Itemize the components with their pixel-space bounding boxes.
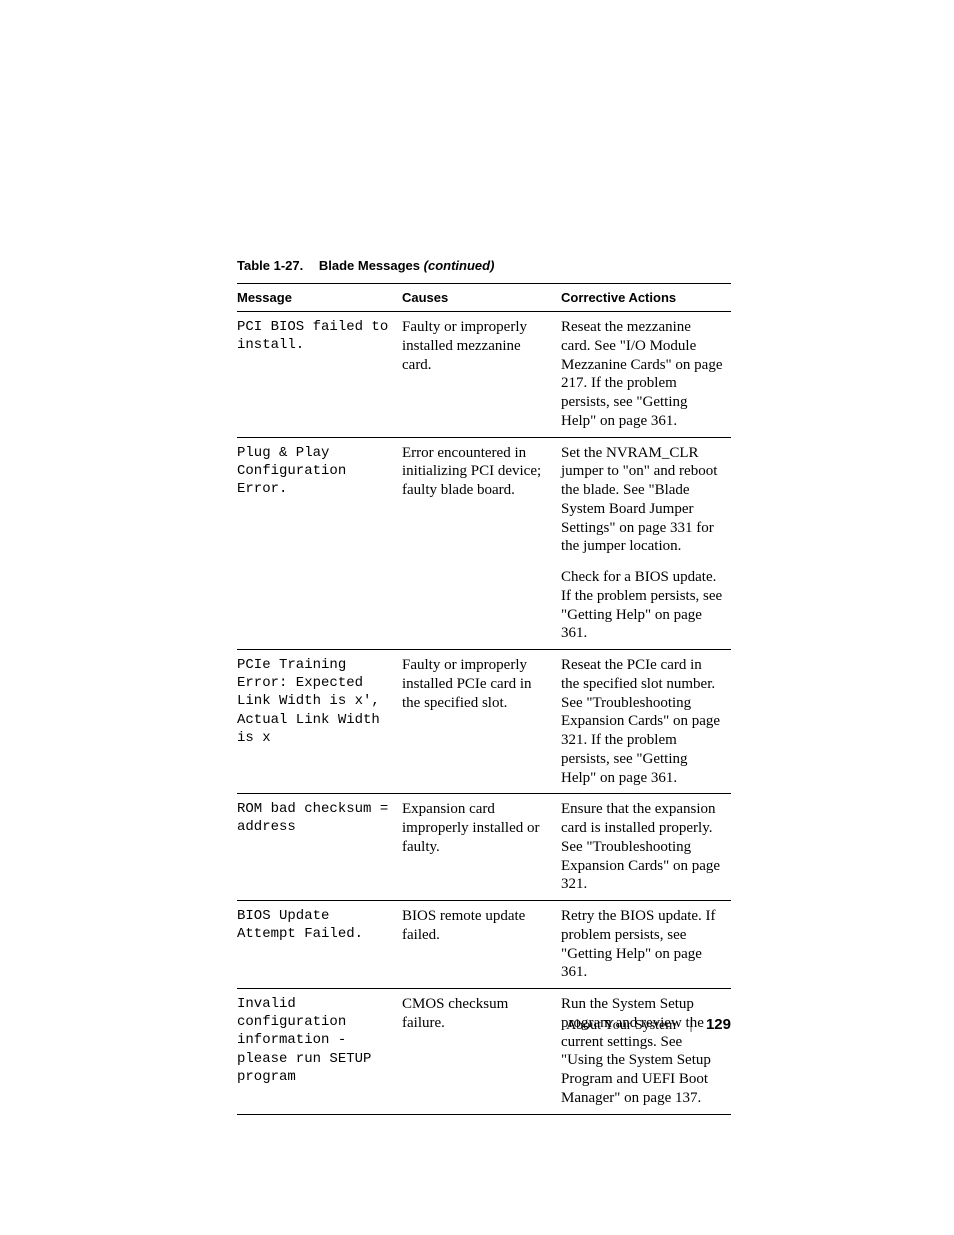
table-row: Plug & Play Configuration Error. Error e… (237, 437, 731, 562)
caption-continued: (continued) (424, 258, 495, 273)
document-page: Table 1-27. Blade Messages (continued) M… (0, 0, 954, 1115)
col-header-causes: Causes (402, 284, 561, 312)
cell-cause: BIOS remote update failed. (402, 901, 561, 989)
footer-section: About Your System (566, 1018, 676, 1033)
cell-message: PCI BIOS failed to install. (237, 312, 402, 438)
col-header-actions: Corrective Actions (561, 284, 731, 312)
footer-page-number: 129 (706, 1016, 731, 1033)
page-footer: About Your System | 129 (237, 1016, 731, 1034)
cell-cause: Faulty or improperly installed PCIe card… (402, 650, 561, 794)
table-row: Check for a BIOS update. If the problem … (237, 562, 731, 650)
table-header-row: Message Causes Corrective Actions (237, 284, 731, 312)
blade-messages-table: Message Causes Corrective Actions PCI BI… (237, 283, 731, 1115)
cell-action: Run the System Setup program and review … (561, 989, 731, 1115)
cell-message: Plug & Play Configuration Error. (237, 437, 402, 562)
footer-separator-icon: | (690, 1018, 693, 1033)
cell-cause: Faulty or improperly installed mezzanine… (402, 312, 561, 438)
cell-message-cont (237, 562, 402, 650)
col-header-message: Message (237, 284, 402, 312)
cell-message: Invalid configuration information - plea… (237, 989, 402, 1115)
cell-cause: Error encountered in initializing PCI de… (402, 437, 561, 562)
cell-action: Set the NVRAM_CLR jumper to "on" and reb… (561, 437, 731, 562)
cell-action: Reseat the PCIe card in the specified sl… (561, 650, 731, 794)
table-row: Invalid configuration information - plea… (237, 989, 731, 1115)
cell-message: PCIe Training Error: Expected Link Width… (237, 650, 402, 794)
cell-action: Ensure that the expansion card is instal… (561, 794, 731, 901)
cell-cause: CMOS checksum failure. (402, 989, 561, 1115)
cell-action: Check for a BIOS update. If the problem … (561, 562, 731, 650)
table-row: BIOS Update Attempt Failed. BIOS remote … (237, 901, 731, 989)
table-row: ROM bad checksum = address Expansion car… (237, 794, 731, 901)
cell-cause: Expansion card improperly installed or f… (402, 794, 561, 901)
caption-title: Blade Messages (319, 258, 424, 273)
cell-action: Retry the BIOS update. If problem persis… (561, 901, 731, 989)
table-row: PCIe Training Error: Expected Link Width… (237, 650, 731, 794)
cell-message: BIOS Update Attempt Failed. (237, 901, 402, 989)
cell-cause-cont (402, 562, 561, 650)
cell-message: ROM bad checksum = address (237, 794, 402, 901)
table-row: PCI BIOS failed to install. Faulty or im… (237, 312, 731, 438)
table-caption: Table 1-27. Blade Messages (continued) (237, 258, 731, 273)
cell-action: Reseat the mezzanine card. See "I/O Modu… (561, 312, 731, 438)
caption-prefix: Table 1-27. (237, 258, 303, 273)
